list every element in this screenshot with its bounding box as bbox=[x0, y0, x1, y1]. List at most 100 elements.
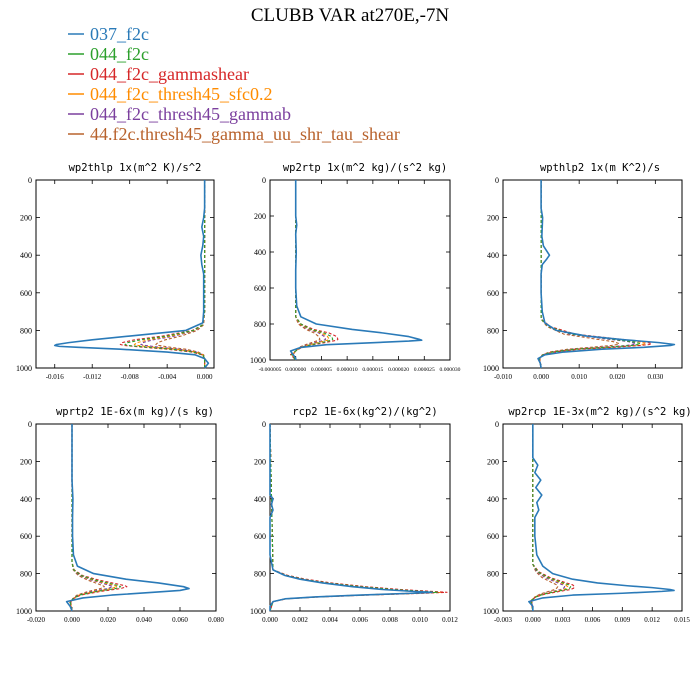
x-tick-label: 0.000 bbox=[533, 373, 549, 381]
y-tick-label: 400 bbox=[20, 251, 32, 260]
x-tick-label: 0.000 bbox=[197, 373, 213, 381]
x-tick-label: 0.008 bbox=[382, 616, 398, 624]
panel: wp2rcp 1E-3x(m^2 kg)/(s^2 kg) 0 200 400 600 8… bbox=[483, 406, 692, 624]
x-tick-label: 0.004 bbox=[322, 616, 338, 624]
x-tick-label: 0.015 bbox=[674, 616, 690, 624]
panel-title: wp2thlp 1x(m^2 K)/s^2 bbox=[69, 162, 202, 174]
x-tick-label: 0.000025 bbox=[414, 367, 435, 373]
x-tick-label: -0.010 bbox=[494, 373, 513, 381]
series-line-044_f2c bbox=[69, 424, 122, 612]
x-tick-label: -0.008 bbox=[121, 373, 140, 381]
panel: rcp2 1E-6x(kg^2)/(kg^2) 0 200 400 600 800 1000… bbox=[250, 406, 458, 624]
series-line-044_f2c_gammashear bbox=[119, 180, 206, 368]
x-tick-label: 0.003 bbox=[555, 616, 571, 624]
panel: wp2rtp 1x(m^2 kg)/(s^2 kg) 0 200 400 600 800 1… bbox=[250, 162, 461, 373]
panel-title: wpthlp2 1x(m K^2)/s bbox=[540, 162, 660, 174]
y-tick-label: 0 bbox=[28, 176, 32, 185]
series-line-044_f2c bbox=[291, 180, 334, 361]
y-tick-label: 400 bbox=[20, 495, 32, 504]
series-line-44.f2c.thresh45_gamma_uu_shr_tau_shear bbox=[539, 180, 620, 369]
legend-label: 44.f2c.thresh45_gamma_uu_shr_tau_shear bbox=[90, 124, 400, 144]
plot-frame bbox=[35, 179, 215, 369]
x-tick-label: 0.020 bbox=[100, 616, 116, 624]
x-tick-label: 0.006 bbox=[585, 616, 601, 624]
y-tick-label: 0 bbox=[262, 176, 266, 185]
series-line-037_f2c bbox=[289, 180, 423, 360]
panel-title: wp2rtp 1x(m^2 kg)/(s^2 kg) bbox=[283, 162, 447, 174]
x-tick-label: 0.009 bbox=[614, 616, 630, 624]
series-line-044_f2c_thresh45_sfc0.2 bbox=[133, 180, 206, 368]
series-line-044_f2c_thresh45_sfc0.2 bbox=[538, 180, 647, 369]
x-tick-label: -0.003 bbox=[494, 616, 513, 624]
y-tick-label: 600 bbox=[254, 284, 266, 293]
x-tick-label: 0.010 bbox=[412, 616, 428, 624]
x-tick-label: 0.040 bbox=[136, 616, 152, 624]
y-tick-label: 200 bbox=[487, 214, 499, 223]
x-tick-label: -0.012 bbox=[83, 373, 102, 381]
x-tick-label: 0.000000 bbox=[285, 367, 306, 373]
y-tick-label: 200 bbox=[20, 214, 32, 223]
panel-title: wp2rcp 1E-3x(m^2 kg)/(s^2 kg) bbox=[508, 406, 691, 418]
series-line-44.f2c.thresh45_gamma_uu_shr_tau_shear bbox=[155, 180, 206, 368]
x-tick-label: 0.000 bbox=[262, 616, 278, 624]
y-tick-label: 400 bbox=[487, 495, 499, 504]
series-line-037_f2c bbox=[269, 424, 433, 611]
y-tick-label: 800 bbox=[487, 326, 499, 335]
panel-title: rcp2 1E-6x(kg^2)/(kg^2) bbox=[292, 406, 437, 418]
series-line-037_f2c bbox=[65, 424, 190, 612]
y-tick-label: 600 bbox=[487, 289, 499, 298]
y-tick-label: 800 bbox=[254, 570, 266, 579]
y-tick-label: 1000 bbox=[16, 364, 32, 373]
x-tick-label: 0.030 bbox=[647, 373, 663, 381]
x-tick-label: -0.004 bbox=[158, 373, 177, 381]
series-line-44.f2c.thresh45_gamma_uu_shr_tau_shear bbox=[531, 424, 559, 612]
series-line-044_f2c_gammashear bbox=[538, 180, 653, 369]
x-tick-label: 0.006 bbox=[352, 616, 368, 624]
x-tick-label: 0.000 bbox=[525, 616, 541, 624]
y-tick-label: 400 bbox=[254, 495, 266, 504]
y-tick-label: 800 bbox=[20, 326, 32, 335]
x-tick-label: 0.000030 bbox=[440, 367, 461, 373]
y-tick-label: 0 bbox=[495, 420, 499, 429]
figure-title: CLUBB VAR at270E,-7N bbox=[251, 5, 450, 26]
y-tick-label: 600 bbox=[20, 289, 32, 298]
y-tick-label: 600 bbox=[20, 532, 32, 541]
series-line-44.f2c.thresh45_gamma_uu_shr_tau_shear bbox=[292, 180, 321, 361]
series-line-037_f2c bbox=[537, 180, 676, 369]
x-tick-label: -0.020 bbox=[27, 616, 46, 624]
y-tick-label: 400 bbox=[487, 251, 499, 260]
x-tick-label: 0.000005 bbox=[311, 367, 332, 373]
y-tick-label: 800 bbox=[487, 570, 499, 579]
y-tick-label: 200 bbox=[20, 457, 32, 466]
x-tick-label: 0.000 bbox=[64, 616, 80, 624]
series-line-037_f2c bbox=[528, 424, 675, 611]
x-tick-label: 0.060 bbox=[172, 616, 188, 624]
x-tick-label: 0.012 bbox=[442, 616, 458, 624]
y-tick-label: 0 bbox=[28, 420, 32, 429]
panel: wprtp2 1E-6x(m kg)/(s kg) 0 200 400 600 800 10… bbox=[16, 406, 224, 624]
plot-frame bbox=[269, 179, 451, 361]
y-tick-label: 600 bbox=[487, 532, 499, 541]
legend-label: 044_f2c bbox=[90, 44, 149, 64]
y-tick-label: 1000 bbox=[483, 364, 499, 373]
x-tick-label: -0.000005 bbox=[259, 367, 282, 373]
panel-title: wprtp2 1E-6x(m kg)/(s kg) bbox=[56, 406, 214, 418]
y-tick-label: 400 bbox=[254, 248, 266, 257]
x-tick-label: -0.016 bbox=[46, 373, 65, 381]
series-line-044_f2c_gammashear bbox=[530, 424, 576, 612]
plot-frame bbox=[502, 179, 683, 369]
legend-label: 044_f2c_thresh45_gammab bbox=[90, 104, 291, 124]
y-tick-label: 1000 bbox=[250, 607, 266, 616]
y-tick-label: 1000 bbox=[483, 607, 499, 616]
legend: 037_f2c044_f2c044_f2c_gammashear044_f2c_… bbox=[68, 24, 400, 144]
x-tick-label: 0.000010 bbox=[337, 367, 358, 373]
series-line-044_f2c_gammashear bbox=[69, 424, 128, 612]
y-tick-label: 800 bbox=[20, 570, 32, 579]
y-tick-label: 200 bbox=[254, 457, 266, 466]
x-tick-label: 0.002 bbox=[292, 616, 308, 624]
x-tick-label: 0.000015 bbox=[362, 367, 383, 373]
y-tick-label: 1000 bbox=[16, 607, 32, 616]
series-line-037_f2c bbox=[53, 180, 210, 369]
legend-label: 037_f2c bbox=[90, 24, 149, 44]
